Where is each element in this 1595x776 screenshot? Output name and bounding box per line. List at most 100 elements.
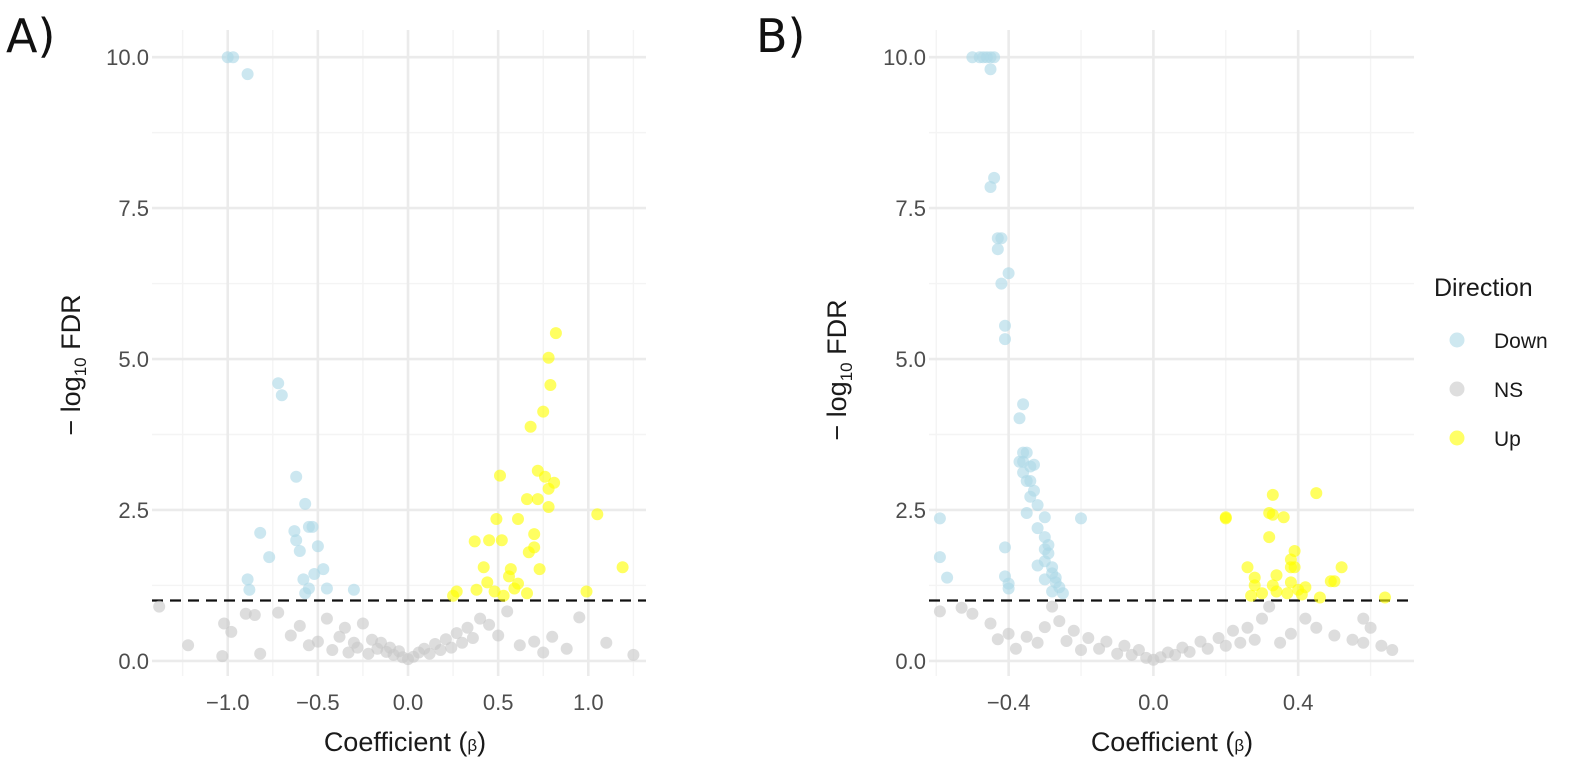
- data-point-up: [512, 513, 524, 525]
- data-point-down: [995, 277, 1008, 290]
- data-point-up: [1281, 587, 1294, 600]
- data-point-ns: [445, 641, 458, 654]
- data-point-ns: [375, 636, 387, 649]
- data-point-ns: [1060, 635, 1073, 647]
- data-point-ns: [351, 641, 364, 654]
- data-point-ns: [218, 617, 231, 630]
- data-point-up: [1266, 488, 1279, 501]
- panel-b-y-axis-title: − log10 FDR: [822, 299, 856, 440]
- data-point-down: [1002, 267, 1015, 280]
- data-point-ns: [1169, 648, 1182, 661]
- data-point-ns: [302, 639, 315, 652]
- legend-swatch-up: [1449, 430, 1465, 446]
- data-point-up: [1288, 561, 1301, 574]
- data-point-down: [1031, 559, 1044, 572]
- data-point-up: [542, 351, 555, 364]
- data-point-down: [275, 389, 288, 402]
- data-point-ns: [528, 635, 541, 648]
- data-point-ns: [1310, 621, 1323, 634]
- data-point-down: [241, 573, 254, 586]
- data-point-ns: [456, 636, 469, 649]
- data-point-ns: [1046, 600, 1059, 613]
- data-point-down: [263, 551, 276, 564]
- data-point-down: [288, 525, 301, 538]
- data-point-down: [290, 534, 303, 547]
- y-tick-label: 10.0: [883, 45, 926, 70]
- y-tick-label: 0.0: [118, 649, 149, 674]
- data-point-ns: [254, 647, 267, 660]
- data-point-ns: [434, 644, 447, 656]
- data-point-up: [544, 379, 557, 391]
- data-point-ns: [239, 607, 252, 620]
- data-point-down: [320, 582, 333, 595]
- data-point-down: [984, 63, 997, 76]
- data-point-ns: [466, 632, 479, 644]
- x-tick-label: −1.0: [206, 690, 249, 715]
- data-point-up: [483, 534, 496, 547]
- data-point-up: [531, 493, 544, 506]
- data-point-ns: [1132, 644, 1145, 656]
- panel-a-grid: [152, 30, 646, 676]
- legend: Direction Down NS Up: [1434, 274, 1548, 451]
- panel-b-volcano-plot: B) −0.4 0.0 0.4 0.0 2.5 5.0 7.5 10.0 Coefficie…: [756, 9, 1414, 757]
- data-point-ns: [1075, 644, 1087, 656]
- data-point-ns: [284, 629, 297, 642]
- data-point-up: [470, 583, 483, 596]
- data-point-up: [1284, 576, 1297, 589]
- data-point-up: [477, 561, 490, 574]
- panel-a-y-tick-labels: 0.0 2.5 5.0 7.5 10.0: [106, 45, 149, 674]
- data-point-up: [497, 589, 510, 602]
- data-point-down: [254, 526, 267, 539]
- data-point-ns: [513, 639, 526, 652]
- data-point-up: [481, 576, 494, 589]
- data-point-up: [1313, 591, 1326, 604]
- data-point-down: [299, 587, 312, 600]
- data-point-ns: [991, 633, 1004, 646]
- data-point-ns: [1386, 644, 1399, 656]
- legend-item-up: Up: [1449, 428, 1521, 451]
- data-point-ns: [248, 609, 261, 621]
- data-point-ns: [627, 648, 640, 661]
- data-point-ns: [1364, 621, 1377, 634]
- x-tick-label: 0.5: [483, 690, 514, 715]
- data-point-ns: [501, 605, 514, 618]
- data-point-up: [542, 482, 555, 495]
- data-point-up: [1270, 569, 1283, 582]
- data-point-ns: [1227, 624, 1239, 637]
- data-point-ns: [492, 629, 505, 642]
- data-point-ns: [153, 600, 166, 613]
- panel-b-x-tick-labels: −0.4 0.0 0.4: [987, 690, 1314, 715]
- panel-b-grid: [929, 30, 1414, 676]
- data-point-ns: [1201, 642, 1214, 655]
- panel-b-points: [933, 51, 1399, 666]
- data-point-up: [580, 585, 593, 598]
- data-point-up: [1328, 575, 1341, 588]
- panel-a-points: [153, 51, 640, 666]
- data-point-up: [591, 508, 604, 521]
- x-tick-label: 0.4: [1283, 690, 1314, 715]
- data-point-down: [941, 571, 954, 584]
- data-point-ns: [1346, 633, 1359, 646]
- data-point-down: [227, 51, 240, 64]
- data-point-ns: [1299, 612, 1312, 625]
- data-point-down: [1017, 398, 1030, 411]
- data-point-ns: [483, 618, 496, 631]
- data-point-ns: [1009, 642, 1022, 655]
- data-point-down: [297, 573, 310, 586]
- data-point-ns: [1100, 635, 1113, 648]
- data-point-ns: [182, 639, 195, 652]
- legend-label-ns: NS: [1494, 379, 1523, 402]
- data-point-up: [494, 469, 506, 482]
- legend-label-up: Up: [1494, 428, 1521, 451]
- data-point-down: [1031, 522, 1044, 535]
- data-point-up: [1270, 585, 1283, 598]
- data-point-ns: [1375, 639, 1388, 652]
- data-point-ns: [537, 646, 550, 659]
- data-point-down: [308, 568, 321, 580]
- data-point-down: [933, 551, 946, 564]
- data-point-ns: [1219, 639, 1232, 652]
- data-point-up: [1266, 508, 1279, 521]
- x-tick-label: 0.0: [393, 690, 424, 715]
- panel-b-y-tick-labels: 0.0 2.5 5.0 7.5 10.0: [883, 45, 926, 674]
